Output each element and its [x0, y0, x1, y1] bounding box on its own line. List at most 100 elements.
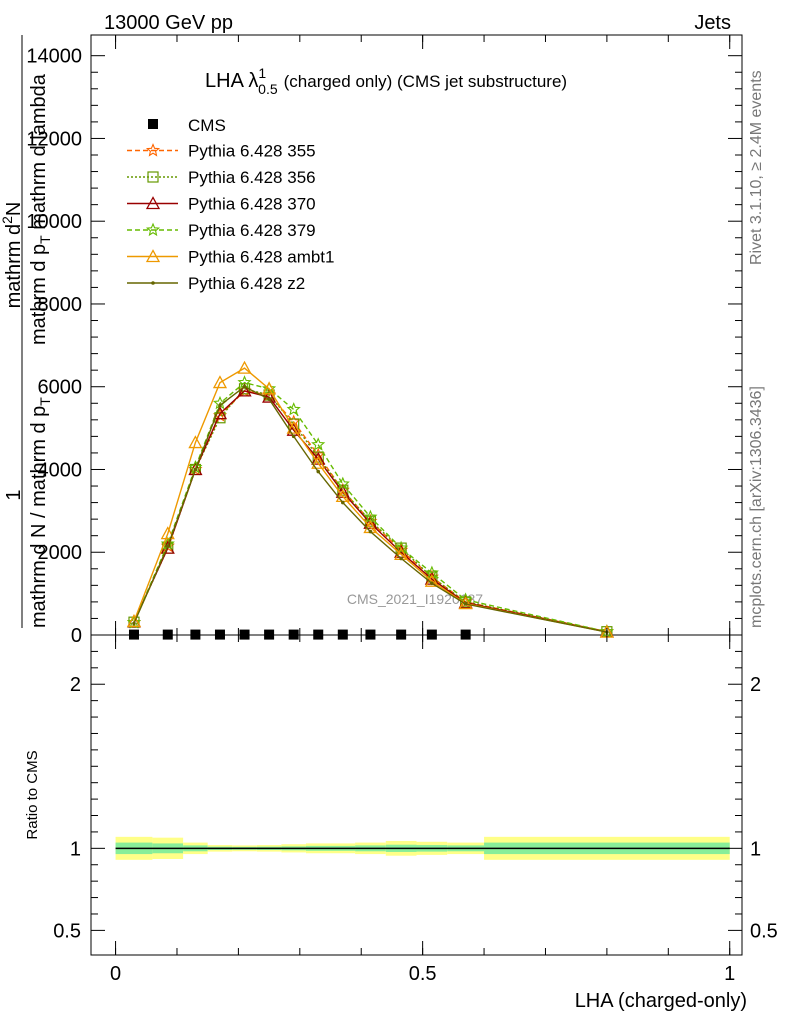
mcplots-credit-label: mcplots.cern.ch [arXiv:1306.3436] [748, 386, 765, 628]
legend-label-2: Pythia 6.428 370 [188, 195, 316, 214]
cms-data-point [337, 629, 348, 640]
y-tick-label: 10000 [26, 211, 82, 233]
cms-data-point [365, 629, 376, 640]
series-point-4 [286, 420, 301, 434]
series-point-5 [291, 434, 296, 439]
series-point-3 [363, 509, 378, 524]
series-point-5 [193, 467, 198, 472]
header-energy-label: 13000 GeV pp [104, 12, 233, 34]
legend-label-0: Pythia 6.428 355 [188, 142, 316, 161]
y-title-d2n-numerator: mathrm d2N [0, 202, 25, 309]
y-tick-label: 4000 [38, 459, 83, 481]
series-point-5 [132, 621, 136, 626]
ratio-panel-frame [90, 634, 743, 956]
series-point-5 [242, 384, 247, 389]
y-title-d2n-denominator: mathrm d pT mathrm d lambda [28, 73, 53, 345]
cms-data-point [426, 629, 437, 640]
ratio-y-tick-label: 2 [70, 674, 81, 696]
cms-data-point [288, 629, 299, 640]
cms-data-layer [128, 629, 471, 640]
series-point-4 [188, 435, 203, 449]
series-point-4 [212, 375, 228, 389]
series-point-5 [368, 529, 373, 534]
series-point-4 [311, 455, 326, 469]
ratio-y-tick-label: 1 [70, 838, 81, 860]
legend-label-5: Pythia 6.428 z2 [188, 274, 305, 293]
series-point-4 [160, 526, 175, 540]
legend-marker-2 [145, 196, 161, 210]
series-point-3 [286, 402, 301, 416]
main-chart-title: LHA λ1 0.5 (charged only) (CMS jet substru… [205, 65, 567, 97]
main-y-axis: 0 2000 4000 6000 8000 10000 12000 14000 [26, 46, 742, 647]
series-point-2 [237, 383, 252, 397]
legend-label-1: Pythia 6.428 356 [188, 168, 316, 187]
series-point-2 [262, 389, 277, 403]
cms-data-point [128, 629, 139, 640]
y-title-denominator: mathrm d N / mathrm d pT [28, 397, 53, 628]
series-point-4 [262, 381, 277, 395]
legend-marker-0 [145, 143, 161, 157]
legend: CMS Pythia 6.428 355 Pythia 6.428 356 Pythi… [127, 116, 334, 293]
ratio-y-axis-title: Ratio to CMS [24, 750, 41, 839]
series-point-3 [311, 437, 326, 451]
series-point-5 [267, 397, 271, 401]
series-point-0 [188, 462, 203, 476]
legend-cms-label: CMS [188, 116, 226, 135]
series-point-5 [430, 581, 434, 586]
ratio-axes: 0 0.5 1 0.5 0.5 1 1 2 2 [53, 35, 778, 985]
ratio-y-tick-label-right: 2 [750, 674, 761, 696]
cms-data-point [396, 629, 407, 640]
main-y-axis-title: 1 mathrm d N / mathrm d pT mathrm d2N ma… [0, 35, 53, 628]
ratio-uncertainty-bands [115, 836, 730, 860]
legend-label-4: Pythia 6.428 ambt1 [188, 248, 334, 267]
series-line-3 [133, 381, 608, 633]
series-point-4 [237, 360, 252, 374]
series-point-4 [126, 613, 142, 627]
legend-label-3: Pythia 6.428 379 [188, 221, 316, 240]
x-tick-label: 1 [724, 963, 735, 985]
cms-data-point [313, 629, 324, 640]
ratio-y-tick-label-right: 0.5 [750, 920, 778, 942]
x-tick-label: 0.5 [409, 963, 437, 985]
series-point-3 [394, 540, 409, 555]
cms-data-point [190, 629, 201, 640]
series-point-3 [335, 476, 350, 490]
series-point-5 [341, 500, 345, 505]
series-point-5 [463, 602, 468, 606]
legend-marker-4 [145, 249, 161, 263]
series-line-5 [133, 385, 608, 633]
series-point-5 [316, 469, 321, 474]
legend-marker-1 [147, 171, 159, 183]
series-point-5 [165, 544, 170, 548]
x-tick-label: 0 [110, 963, 121, 985]
y-tick-label: 0 [71, 625, 82, 647]
cms-data-point [264, 629, 275, 640]
x-axis-title: LHA (charged-only) [575, 990, 747, 1012]
cms-data-point [214, 629, 225, 640]
y-tick-label: 14000 [26, 46, 82, 68]
legend-marker-5 [151, 281, 155, 285]
header-process-label: Jets [694, 12, 731, 34]
analysis-watermark: CMS_2021_I1920187 [347, 591, 483, 607]
series-point-3 [126, 615, 142, 629]
cms-data-point [162, 629, 173, 640]
y-title-numerator: 1 [3, 489, 25, 500]
series-point-4 [458, 596, 473, 610]
y-tick-label: 8000 [38, 294, 83, 316]
y-tick-label: 12000 [26, 128, 82, 150]
legend-cms-marker [148, 119, 158, 129]
rivet-version-label: Rivet 3.1.10, ≥ 2.4M events [748, 70, 765, 265]
main-series-layer [126, 360, 614, 638]
cms-data-point [460, 629, 471, 640]
ratio-y-tick-label: 0.5 [53, 920, 81, 942]
legend-marker-3 [145, 222, 161, 237]
y-tick-label: 6000 [38, 377, 83, 399]
series-point-5 [218, 403, 222, 408]
cms-data-point [239, 629, 250, 640]
series-point-3 [262, 381, 277, 395]
series-point-5 [399, 556, 403, 561]
ratio-y-tick-label-right: 1 [750, 838, 761, 860]
series-line-4 [133, 367, 608, 633]
y-tick-label: 2000 [38, 542, 83, 564]
